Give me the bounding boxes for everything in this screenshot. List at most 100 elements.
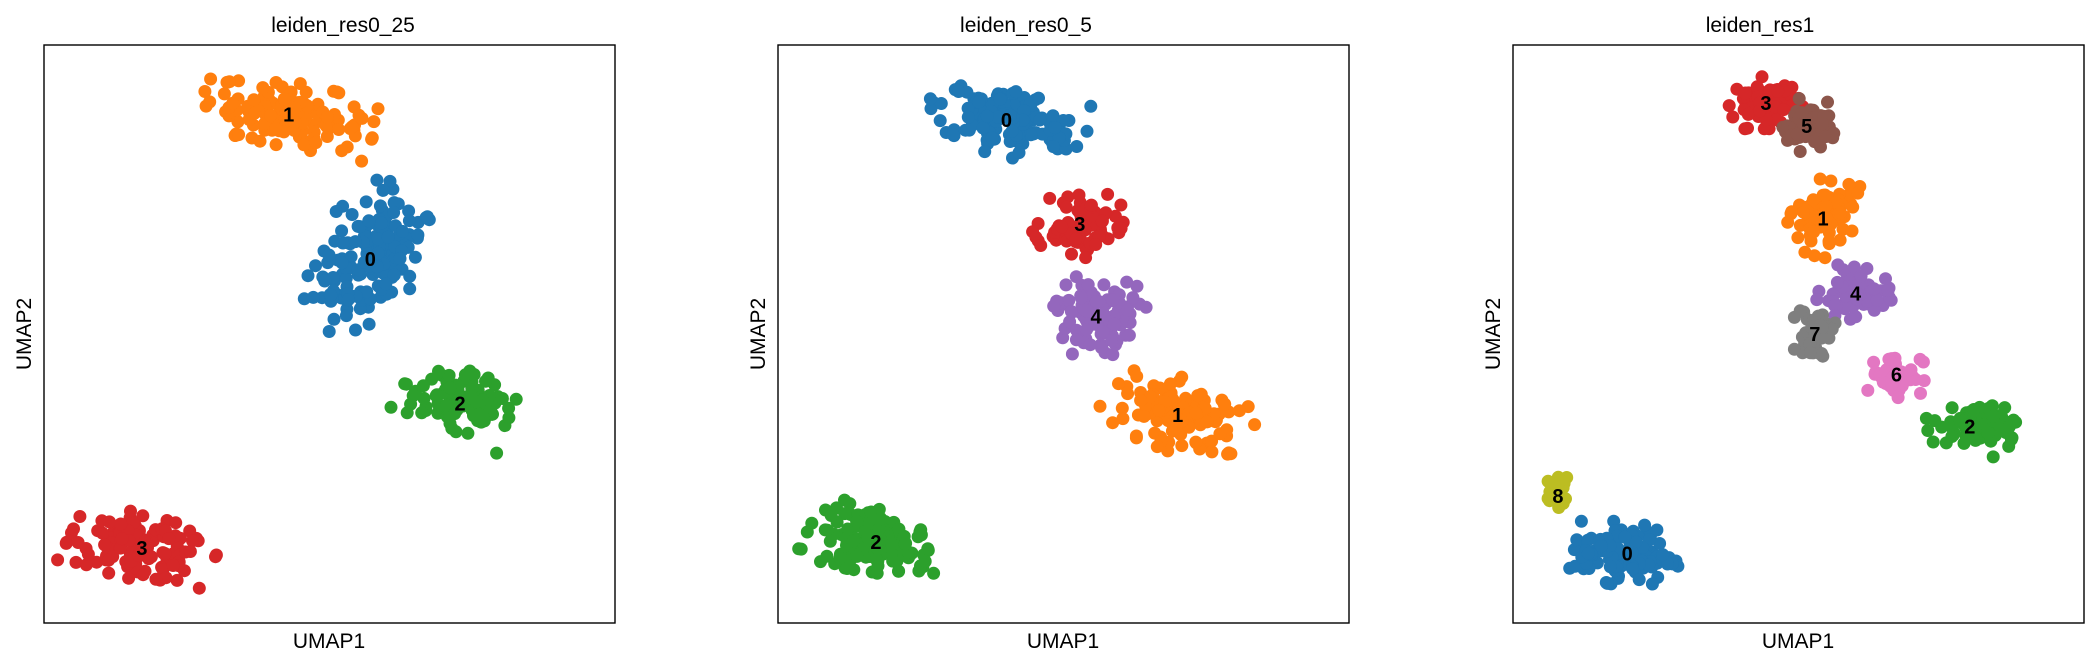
scatter-point bbox=[823, 534, 837, 548]
scatter-point bbox=[1796, 117, 1810, 130]
cluster-label: 0 bbox=[1001, 110, 1012, 132]
scatter-point bbox=[1114, 198, 1128, 212]
scatter-points bbox=[51, 72, 523, 595]
scatter-point bbox=[1084, 198, 1098, 212]
cluster-label: 1 bbox=[1172, 405, 1183, 427]
scatter-point bbox=[1851, 186, 1865, 200]
scatter-point bbox=[1150, 440, 1164, 454]
scatter-point bbox=[805, 516, 819, 530]
scatter-point bbox=[406, 389, 420, 403]
scatter-point bbox=[1016, 113, 1030, 127]
scatter-point bbox=[1854, 269, 1868, 283]
scatter-point bbox=[1574, 514, 1588, 528]
scatter-point bbox=[115, 532, 129, 546]
scatter-point bbox=[1807, 225, 1821, 239]
scatter-point bbox=[329, 205, 343, 218]
scatter-point bbox=[456, 395, 470, 409]
scatter-point bbox=[384, 400, 398, 414]
scatter-point bbox=[1043, 191, 1057, 205]
scatter-point bbox=[1755, 70, 1769, 84]
scatter-point bbox=[1232, 404, 1246, 418]
scatter-point bbox=[980, 109, 994, 123]
scatter-point bbox=[269, 122, 283, 136]
scatter-point bbox=[1096, 325, 1110, 339]
scatter-point bbox=[1847, 260, 1861, 274]
scatter-point bbox=[1815, 117, 1829, 131]
scatter-point bbox=[217, 87, 231, 101]
scatter-point bbox=[223, 75, 236, 89]
scatter-point bbox=[1885, 378, 1899, 392]
scatter-point bbox=[1089, 238, 1103, 251]
scatter-point bbox=[1114, 221, 1128, 235]
scatter-point bbox=[1926, 435, 1940, 449]
scatter-point bbox=[335, 256, 349, 270]
scatter-point bbox=[430, 388, 444, 402]
scatter-point bbox=[209, 548, 223, 562]
scatter-point bbox=[1122, 328, 1136, 342]
scatter-point bbox=[1072, 188, 1086, 202]
scatter-point bbox=[443, 417, 457, 430]
scatter-point bbox=[1849, 310, 1863, 324]
scatter-point bbox=[1005, 124, 1019, 138]
scatter-point bbox=[1821, 95, 1834, 109]
scatter-point bbox=[387, 206, 401, 219]
scatter-point bbox=[1850, 287, 1864, 301]
scatter-point bbox=[1121, 303, 1134, 317]
scatter-point bbox=[322, 248, 336, 262]
scatter-point bbox=[1638, 518, 1652, 532]
scatter-point bbox=[1797, 205, 1810, 219]
scatter-point bbox=[1070, 323, 1084, 337]
scatter-point bbox=[1793, 145, 1807, 158]
scatter-point bbox=[362, 317, 376, 331]
scatter-point bbox=[1846, 200, 1860, 214]
scatter-point bbox=[1221, 447, 1235, 461]
scatter-point bbox=[1881, 284, 1895, 297]
scatter-point bbox=[357, 255, 371, 269]
scatter-point bbox=[1594, 539, 1608, 553]
scatter-point bbox=[345, 120, 359, 134]
panel-title: leiden_res0_5 bbox=[960, 14, 1092, 37]
scatter-point bbox=[183, 524, 197, 538]
scatter-point bbox=[1867, 303, 1881, 317]
cluster-label: 1 bbox=[283, 104, 294, 126]
scatter-point bbox=[332, 123, 346, 136]
scatter-point bbox=[1055, 220, 1069, 234]
scatter-point bbox=[1074, 291, 1088, 305]
scatter-point bbox=[1084, 99, 1098, 113]
scatter-point bbox=[961, 110, 975, 124]
scatter-point bbox=[1081, 278, 1095, 292]
scatter-point bbox=[1833, 233, 1847, 247]
scatter-point bbox=[921, 542, 935, 556]
panel-title: leiden_res0_25 bbox=[271, 14, 415, 37]
scatter-point bbox=[299, 85, 313, 99]
x-axis-label: UMAP1 bbox=[1027, 630, 1099, 653]
scatter-point bbox=[1656, 548, 1670, 562]
scatter-point bbox=[288, 101, 302, 115]
scatter-point bbox=[376, 183, 390, 197]
scatter-point bbox=[1650, 523, 1664, 537]
scatter-point bbox=[1741, 107, 1755, 121]
scatter-point bbox=[1879, 272, 1892, 286]
scatter-point bbox=[1867, 355, 1881, 369]
scatter-point bbox=[458, 368, 472, 382]
scatter-point bbox=[288, 115, 302, 129]
scatter-point bbox=[1842, 177, 1856, 191]
scatter-point bbox=[1139, 300, 1153, 314]
scatter-point bbox=[1065, 247, 1078, 261]
scatter-point bbox=[1957, 414, 1971, 428]
scatter-point bbox=[1798, 245, 1812, 259]
scatter-point bbox=[1115, 401, 1129, 415]
scatter-point bbox=[309, 136, 323, 150]
scatter-point bbox=[1175, 439, 1189, 453]
scatter-point bbox=[324, 288, 338, 302]
scatter-point bbox=[873, 512, 886, 526]
scatter-point bbox=[396, 224, 409, 238]
scatter-point bbox=[1603, 560, 1617, 574]
scatter-point bbox=[362, 214, 376, 228]
scatter-point bbox=[1059, 278, 1073, 292]
scatter-point bbox=[186, 534, 199, 548]
cluster-label: 4 bbox=[1091, 307, 1103, 329]
scatter-point bbox=[371, 102, 385, 116]
